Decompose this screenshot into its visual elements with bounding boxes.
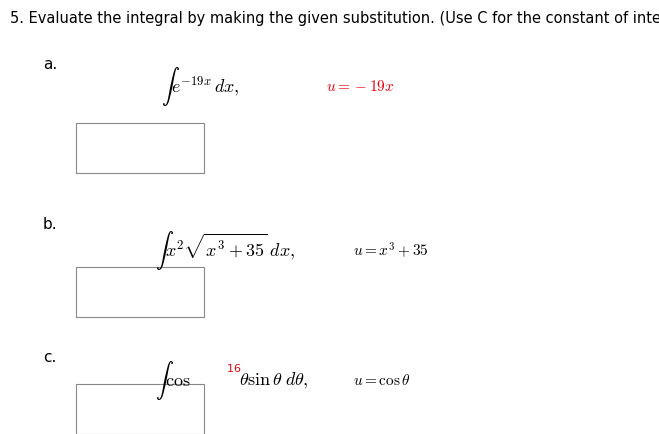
Text: 5. Evaluate the integral by making the given substitution. (Use C for the consta: 5. Evaluate the integral by making the g… [10,11,659,26]
Text: $u = x^{3}+35$: $u = x^{3}+35$ [353,240,428,260]
Text: b.: b. [43,217,57,232]
Bar [76,267,204,317]
Text: $\int e^{-19x}\,dx,$: $\int e^{-19x}\,dx,$ [161,66,240,108]
Text: $u = \cos\theta$: $u = \cos\theta$ [353,372,410,387]
Text: $\int x^{2}\sqrt{x^{3}+35}\;dx,$: $\int x^{2}\sqrt{x^{3}+35}\;dx,$ [155,228,295,271]
Text: $\mathregular{16}$: $\mathregular{16}$ [226,362,241,374]
Text: $\theta \sin\theta\;d\theta,$: $\theta \sin\theta\;d\theta,$ [239,370,309,390]
Bar [76,384,204,434]
Text: a.: a. [43,56,57,71]
Text: $u = -19x$: $u = -19x$ [326,79,395,94]
Bar [76,124,204,174]
Text: $\int \mathrm{cos}$: $\int \mathrm{cos}$ [155,358,190,401]
Text: c.: c. [43,349,56,364]
